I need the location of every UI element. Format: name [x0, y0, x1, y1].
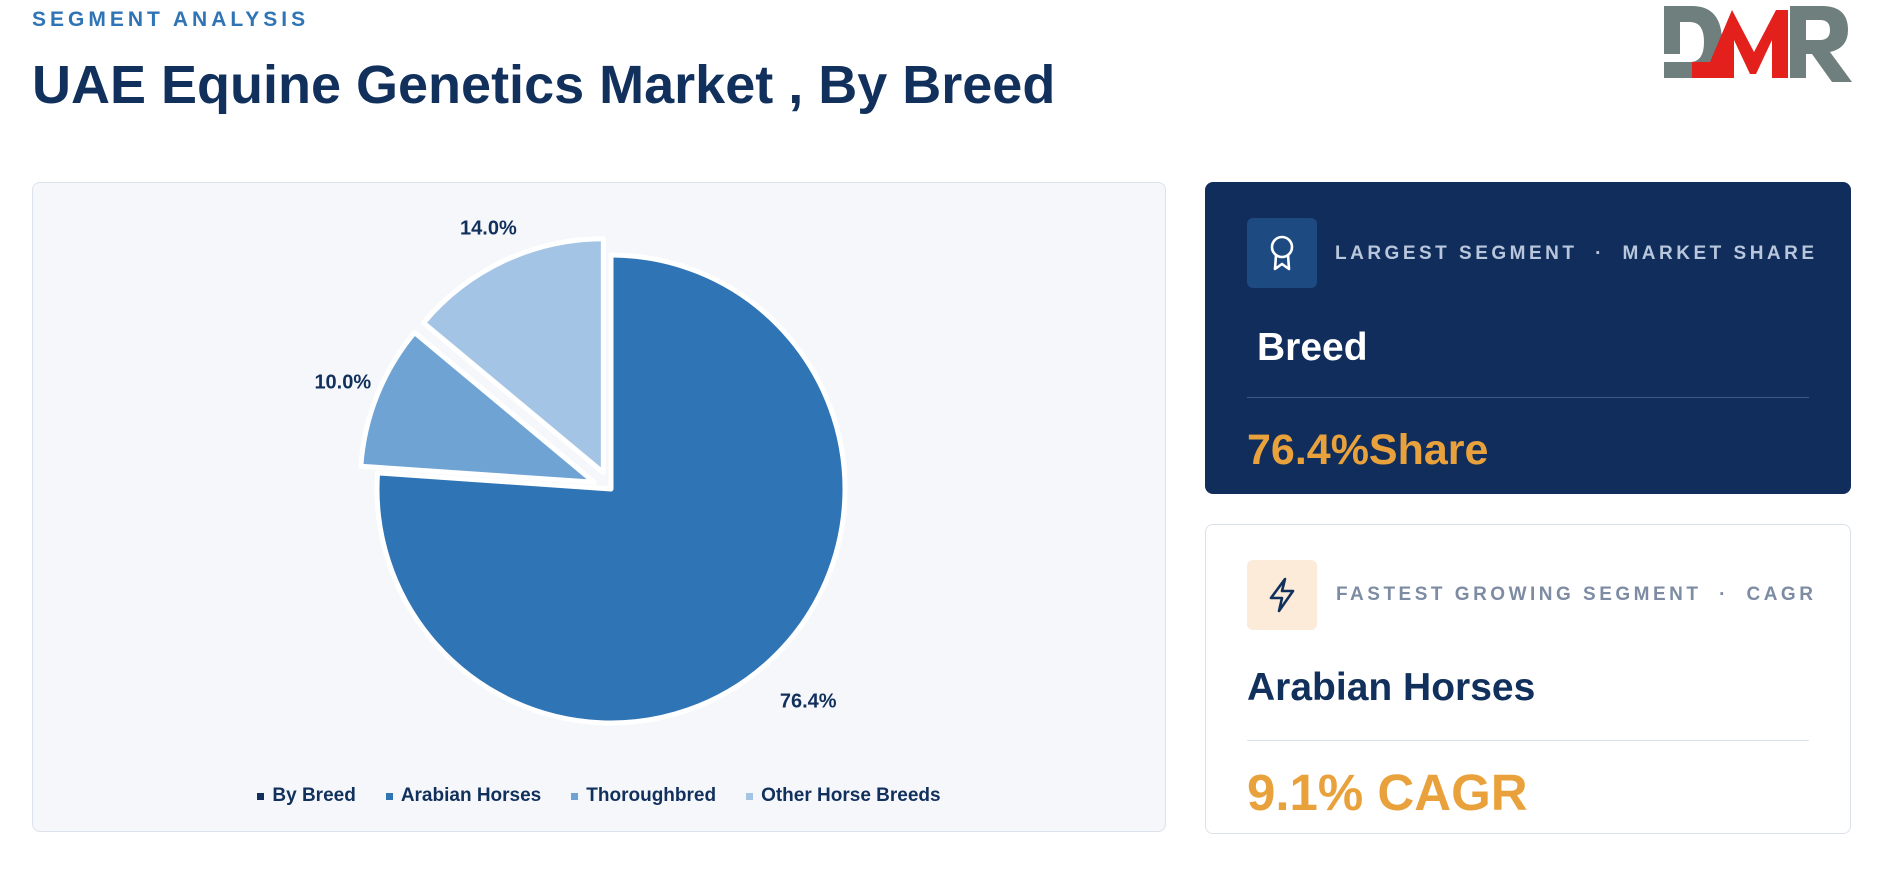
pie-slice-thoroughbred [358, 330, 597, 485]
logo-letter-m [1692, 10, 1788, 78]
fastest-growing-value: Arabian Horses [1247, 666, 1536, 709]
legend-swatch [257, 792, 265, 800]
eyebrow: SEGMENT ANALYSIS [32, 8, 310, 31]
legend-label: By Breed [272, 785, 356, 806]
legend-item-by-breed: By Breed [257, 785, 356, 807]
pie-slice-other-horse-breeds [421, 236, 606, 476]
logo-letter-d [1664, 6, 1722, 78]
largest-segment-share: 76.4%Share [1247, 426, 1489, 474]
divider [1247, 397, 1809, 398]
largest-segment-value: Breed [1257, 326, 1368, 369]
fastest-growing-label: FASTEST GROWING SEGMENT · CAGR [1336, 584, 1817, 605]
legend-swatch [746, 792, 754, 800]
legend-label: Thoroughbred [586, 785, 717, 806]
pie-data-label: 76.4% [780, 690, 837, 712]
legend-label: Other Horse Breeds [761, 785, 941, 806]
dmr-logo [1664, 6, 1852, 82]
page-title: UAE Equine Genetics Market , By Breed [32, 55, 1056, 115]
legend-swatch [385, 792, 393, 800]
fastest-growing-cagr: 9.1% CAGR [1247, 764, 1528, 821]
legend-item-other-horse-breeds: Other Horse Breeds [746, 785, 941, 807]
legend-item-arabian-horses: Arabian Horses [385, 785, 542, 807]
divider [1247, 740, 1809, 741]
logo-letter-r [1790, 6, 1852, 82]
legend-item-thoroughbred: Thoroughbred [571, 785, 716, 807]
fastest-growing-card: FASTEST GROWING SEGMENT · CAGR Arabian H… [1205, 524, 1851, 834]
pie-chart: 76.4% 10.0% 14.0% [314, 217, 848, 726]
pie-data-label: 14.0% [460, 217, 517, 239]
largest-segment-label: LARGEST SEGMENT · MARKET SHARE [1335, 243, 1818, 264]
legend-swatch [571, 792, 579, 800]
award-ribbon-icon [1247, 218, 1317, 288]
chart-legend: By Breed Arabian Horses Thoroughbred Oth… [33, 785, 1165, 807]
chart-card: 76.4% 10.0% 14.0% By Breed Arabian Horses … [32, 182, 1166, 832]
pie-data-label: 10.0% [314, 371, 371, 393]
pie-slice-arabian-horses [374, 252, 848, 726]
largest-segment-card: LARGEST SEGMENT · MARKET SHARE Breed 76.… [1205, 182, 1851, 494]
legend-label: Arabian Horses [400, 785, 542, 806]
lightning-bolt-icon [1247, 560, 1317, 630]
